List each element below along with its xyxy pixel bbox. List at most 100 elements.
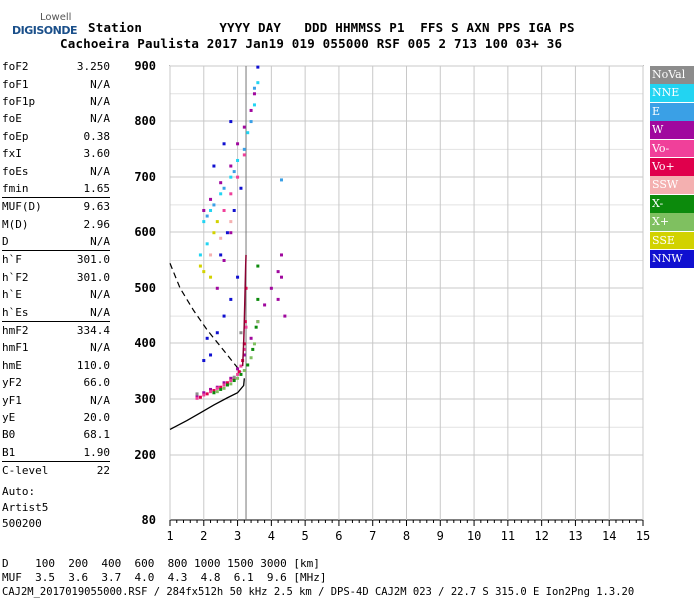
header-line-1: Station YYYY DAY DDD HHMMSS P1 FFS S AXN… xyxy=(88,20,575,35)
y-tick-label: 700 xyxy=(134,170,156,184)
data-point-noval xyxy=(232,375,236,379)
param-label: foEs xyxy=(2,164,29,178)
x-tick-label: 11 xyxy=(501,529,515,543)
data-point-nnw xyxy=(222,314,226,318)
data-point-vo- xyxy=(242,347,246,351)
dashed-curve xyxy=(169,263,242,373)
param-value: 301.0 xyxy=(76,253,110,267)
data-point-w xyxy=(242,125,246,129)
legend-item-e: E xyxy=(650,102,694,121)
param-label: B1 xyxy=(2,445,16,459)
param-row: fmin 1.65 xyxy=(2,180,111,199)
param-label: foF2 xyxy=(2,60,29,74)
param-label: h`Es xyxy=(2,305,29,319)
y-tick-label: 600 xyxy=(134,225,156,239)
param-value: N/A xyxy=(90,341,110,355)
data-point-nne xyxy=(246,131,250,135)
data-point-w xyxy=(263,303,267,307)
data-point-sse xyxy=(215,220,219,224)
param-label: B0 xyxy=(2,428,16,442)
param-value: 22 xyxy=(96,464,110,478)
param-label: yE xyxy=(2,411,16,424)
data-point-x- xyxy=(212,391,216,395)
data-point-w xyxy=(269,286,273,290)
x-tick-label: 13 xyxy=(568,529,582,543)
data-point-x- xyxy=(254,325,258,329)
data-point-vo- xyxy=(219,385,223,389)
param-row: hmF2 334.4 xyxy=(2,322,110,339)
param-label: M(D) xyxy=(2,217,29,231)
direction-legend: NoVal NNE E W Vo- Vo+ SSW X- X+ SSE NNW xyxy=(650,66,694,268)
data-point-e xyxy=(279,178,283,182)
param-value: 3.60 xyxy=(83,147,111,161)
data-point-nnw xyxy=(256,65,260,69)
param-value: N/A xyxy=(90,112,110,126)
param-label: hmE xyxy=(2,358,22,372)
data-point-sse xyxy=(212,231,216,235)
param-value: N/A xyxy=(90,94,110,108)
param-value: 1.65 xyxy=(83,181,111,195)
param-label: foE xyxy=(2,112,22,126)
param-row: h`Es N/A xyxy=(2,303,110,322)
data-point-w xyxy=(279,253,283,257)
param-value: 2.96 xyxy=(83,217,111,231)
x-tick-label: 8 xyxy=(403,529,410,543)
param-label: foEp xyxy=(2,129,29,143)
data-point-x- xyxy=(252,342,256,346)
data-point-e xyxy=(205,214,209,218)
param-row: h`E N/A xyxy=(2,286,110,303)
x-tick-label: 7 xyxy=(369,529,376,543)
data-point-w xyxy=(195,395,199,399)
data-point-vo- xyxy=(244,286,248,290)
legend-item-x-: X- xyxy=(650,194,694,213)
data-point-w xyxy=(236,367,240,371)
data-point-sse xyxy=(198,264,202,268)
data-point-nnw xyxy=(236,275,240,279)
logo-digisonde-text: DIGISONDE xyxy=(12,24,77,37)
param-value: 0.38 xyxy=(83,129,111,143)
param-label: hmF2 xyxy=(2,324,29,338)
param-value: N/A xyxy=(90,288,110,302)
data-point-vo- xyxy=(236,175,240,179)
footer-muf-row: MUF 3.5 3.6 3.7 4.0 4.3 4.8 6.1 9.6 [MHz… xyxy=(2,571,327,584)
legend-item-ssw: SSW xyxy=(650,176,694,195)
data-point-nne xyxy=(205,242,209,246)
data-point-w xyxy=(215,286,219,290)
data-point-w xyxy=(229,231,233,235)
data-point-x- xyxy=(215,390,219,394)
param-label: fmin xyxy=(2,181,29,195)
param-value: N/A xyxy=(90,164,110,178)
data-point-nnw xyxy=(232,208,236,212)
param-row: foF1p N/A xyxy=(2,93,110,110)
header-line-2: Cachoeira Paulista 2017 Jan19 019 055000… xyxy=(60,36,563,51)
legend-item-vo-: Vo+ xyxy=(650,157,694,176)
data-point-nnw xyxy=(205,336,209,340)
y-tick-label: 500 xyxy=(134,281,156,295)
data-point-w xyxy=(209,387,213,391)
data-point-sse xyxy=(202,270,206,274)
data-point-x- xyxy=(256,297,260,301)
data-point-vo- xyxy=(212,389,216,393)
data-point-x- xyxy=(239,372,243,376)
param-row: D N/A xyxy=(2,233,110,252)
param-label: h`E xyxy=(2,288,22,302)
data-point-vo- xyxy=(205,392,209,396)
data-point-x- xyxy=(222,386,226,390)
data-point-vo- xyxy=(243,320,247,324)
data-point-x- xyxy=(256,264,260,268)
param-row: hmF1 N/A xyxy=(2,339,110,356)
param-label: h`F xyxy=(2,253,22,267)
param-row: yF2 66.0 xyxy=(2,374,110,391)
data-point-vo- xyxy=(242,153,246,157)
param-row: C-level 22 xyxy=(2,462,110,479)
y-tick-label: 200 xyxy=(134,448,156,462)
trace-line xyxy=(241,254,247,367)
param-label: yF2 xyxy=(2,376,22,390)
data-point-ssw xyxy=(219,236,223,240)
data-point-nne xyxy=(219,192,223,196)
data-point-w xyxy=(242,353,246,357)
x-tick-label: 6 xyxy=(335,529,342,543)
data-point-w xyxy=(249,336,253,340)
data-point-nne xyxy=(236,158,240,162)
param-label: C-level xyxy=(2,464,49,478)
